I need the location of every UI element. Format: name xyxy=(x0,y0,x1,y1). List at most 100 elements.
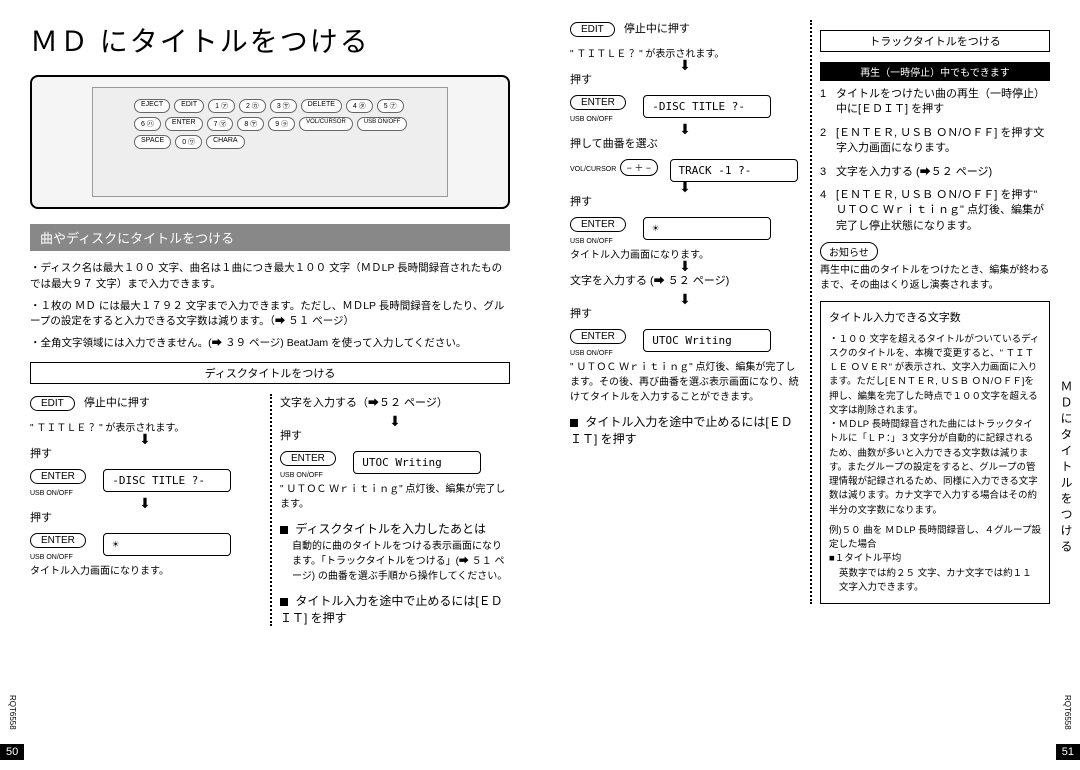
section-header: 曲やディスクにタイトルをつける xyxy=(30,224,510,251)
cursor-button: − ＋ − xyxy=(620,159,659,176)
page-number: 51 xyxy=(1056,744,1080,760)
sub-header: トラックタイトルをつける xyxy=(820,30,1050,52)
step-num: 1 xyxy=(820,87,836,118)
dev-btn: DELETE xyxy=(301,99,342,113)
step-text: 停止中に押す xyxy=(84,397,150,409)
step-note: " ＵＴＯＣ Ｗｒｉｔｉｎｇ" 点灯後、編集が完了します。 xyxy=(280,480,510,510)
step-text: 押して曲番を選ぶ xyxy=(570,135,800,151)
info-box: タイトル入力できる文字数 ・１００ 文字を超えるタイトルがついているディスクのタ… xyxy=(820,301,1050,604)
note-text: 自動的に曲のタイトルをつける表示画面になります。「トラックタイトルをつける」(➡… xyxy=(292,537,510,582)
left-page: ＭＤ にタイトルをつける EJECT EDIT 1 ㋐ 2 ㋕ 3 ㋚ DELE… xyxy=(0,0,540,770)
dev-btn: EDIT xyxy=(174,99,204,113)
bullet: ・全角文字領域には入力できません。(➡ ３９ ページ) BeatJam を使って… xyxy=(30,336,510,352)
numbered-step: 3 文字を入力する (➡５２ ページ) xyxy=(820,165,1050,180)
step-text: [ＥＮＴＥＲ, ＵＳＢ ＯＮ/ＯＦＦ] を押す文字入力画面になります。 xyxy=(836,126,1050,157)
divider xyxy=(810,20,812,604)
two-column: EDIT 停止中に押す " ＴＩＴＬＥ ？" が表示されます。 ⬇ 押す ENT… xyxy=(570,20,1050,604)
info-bullet: ・１００ 文字を超えるタイトルがついているディスクのタイトルを、本機で変更すると… xyxy=(829,333,1041,419)
dev-btn: 8 ㋳ xyxy=(237,117,264,131)
dev-btn: 3 ㋚ xyxy=(270,99,297,113)
square-bullet-icon xyxy=(570,419,578,427)
dev-btn: 2 ㋕ xyxy=(239,99,266,113)
numbered-step: 4 [ＥＮＴＥＲ, ＵＳＢ ＯＮ/ＯＦＦ] を押す" ＵＴＯＣ Ｗｒｉｔｉｎｇ"… xyxy=(820,188,1050,234)
step-text: 押す xyxy=(570,305,800,321)
dev-btn: EJECT xyxy=(134,99,170,113)
doc-code: RQT6558 xyxy=(8,695,17,730)
arrow-down-icon: ⬇ xyxy=(570,62,800,69)
dev-btn: 4 ㋟ xyxy=(346,99,373,113)
dev-btn: 5 ㋤ xyxy=(377,99,404,113)
arrow-down-icon: ⬇ xyxy=(570,296,800,303)
edit-button: EDIT xyxy=(570,22,615,37)
enter-button: ENTER xyxy=(570,329,626,344)
square-bullet-icon xyxy=(280,598,288,606)
enter-button: ENTER xyxy=(570,217,626,232)
step-text: 押す xyxy=(570,193,800,209)
notice-label: お知らせ xyxy=(820,242,878,261)
right-col: トラックタイトルをつける 再生（一時停止）中でもできます 1 タイトルをつけたい… xyxy=(820,20,1050,604)
step-text: 文字を入力する (➡５２ ページ) xyxy=(836,165,992,180)
dev-btn: SPACE xyxy=(134,135,171,149)
example-label: 例)５０ 曲を ＭＤLP 長時間録音し、４グループ設定した場合 xyxy=(829,524,1041,553)
arrow-down-icon: ⬇ xyxy=(570,184,800,191)
step-text: タイトルをつけたい曲の再生（一時停止）中に[ＥＤＩＴ] を押す xyxy=(836,87,1050,118)
black-header: 再生（一時停止）中でもできます xyxy=(820,62,1050,81)
bullet: ・ディスク名は最大１００ 文字、曲名は１曲につき最大１００ 文字（ＭＤLP 長時… xyxy=(30,261,510,293)
arrow-down-icon: ⬇ xyxy=(570,263,800,270)
step-text: [ＥＮＴＥＲ, ＵＳＢ ＯＮ/ＯＦＦ] を押す" ＵＴＯＣ Ｗｒｉｔｉｎｇ" 点… xyxy=(836,188,1050,234)
step-text: 押す xyxy=(30,509,260,525)
left-col: EDIT 停止中に押す " ＴＩＴＬＥ ？" が表示されます。 ⬇ 押す ENT… xyxy=(30,394,260,626)
dev-btn: 7 ㋮ xyxy=(207,117,234,131)
edit-button: EDIT xyxy=(30,396,75,411)
lcd-display: -DISC TITLE ?- xyxy=(103,469,231,492)
sub-label: USB ON/OFF xyxy=(30,554,73,561)
step-note: " ＵＴＯＣ Ｗｒｉｔｉｎｇ" 点灯後、編集が完了します。その後、再び曲番を選ぶ… xyxy=(570,358,800,403)
step-num: 4 xyxy=(820,188,836,234)
sub-header: ディスクタイトルをつける xyxy=(30,362,510,384)
step-text: 文字を入力する (➡ ５２ ページ) xyxy=(570,272,800,288)
divider xyxy=(270,394,272,626)
enter-button: ENTER xyxy=(570,95,626,110)
doc-code: RQT6558 xyxy=(1063,695,1072,730)
dev-btn: ENTER xyxy=(165,117,203,131)
bullet: ・１枚の ＭＤ には最大１７９２ 文字まで入力できます。ただし、ＭＤLP 長時間… xyxy=(30,299,510,331)
enter-button: ENTER xyxy=(30,533,86,548)
arrow-down-icon: ⬇ xyxy=(30,436,260,443)
note-title: タイトル入力を途中で止めるには[ＥＤＩＴ] を押す xyxy=(570,415,793,446)
sub-label: USB ON/OFF xyxy=(30,490,73,497)
step-text: 押す xyxy=(570,71,800,87)
arrow-down-icon: ⬇ xyxy=(570,126,800,133)
lcd-display: -DISC TITLE ?- xyxy=(643,95,771,118)
enter-button: ENTER xyxy=(30,469,86,484)
square-bullet-icon xyxy=(280,526,288,534)
device-illustration: EJECT EDIT 1 ㋐ 2 ㋕ 3 ㋚ DELETE 4 ㋟ 5 ㋤ 6 … xyxy=(30,75,510,209)
example-sub: ■１タイトル平均 xyxy=(829,552,1041,566)
right-col: 文字を入力する（➡５２ ページ） ⬇ 押す ENTER USB ON/OFF U… xyxy=(280,394,510,626)
dev-btn: 9 ㋶ xyxy=(268,117,295,131)
sub-label: USB ON/OFF xyxy=(570,350,613,357)
step-num: 2 xyxy=(820,126,836,157)
note-title: タイトル入力を途中で止めるには[ＥＤＩＴ] を押す xyxy=(280,594,503,625)
lcd-display: UTOC Writing xyxy=(353,451,481,474)
step-text: 停止中に押す xyxy=(624,23,690,35)
arrow-down-icon: ⬇ xyxy=(30,500,260,507)
info-bullet: ・ＭＤLP 長時間録音された曲にはトラックタイトルに「ＬＰ：」３文字分が自動的に… xyxy=(829,418,1041,518)
lcd-display: UTOC Writing xyxy=(643,329,771,352)
dev-btn: 0 ㋻ xyxy=(175,135,202,149)
vol-label: VOL/CURSOR xyxy=(570,166,616,173)
dev-btn: USB ON/OFF xyxy=(357,117,408,131)
side-tab: ＭＤにタイトルをつける xyxy=(1058,380,1075,556)
lcd-display: ☀ xyxy=(103,533,231,556)
left-col: EDIT 停止中に押す " ＴＩＴＬＥ ？" が表示されます。 ⬇ 押す ENT… xyxy=(570,20,800,604)
sub-label: USB ON/OFF xyxy=(570,238,613,245)
dev-btn: 6 ㋩ xyxy=(134,117,161,131)
dev-btn: 1 ㋐ xyxy=(208,99,235,113)
example-text: 英数字では約２５ 文字、カナ文字では約１１ 文字入力できます。 xyxy=(839,567,1041,596)
step-note: タイトル入力画面になります。 xyxy=(30,562,260,577)
step-text: 文字を入力する（➡５２ ページ） xyxy=(280,394,510,410)
page-number: 50 xyxy=(0,744,24,760)
sub-label: USB ON/OFF xyxy=(570,116,613,123)
dev-btn: VOL/CURSOR xyxy=(299,117,353,131)
sub-label: USB ON/OFF xyxy=(280,472,323,479)
lcd-display: ☀ xyxy=(643,217,771,240)
